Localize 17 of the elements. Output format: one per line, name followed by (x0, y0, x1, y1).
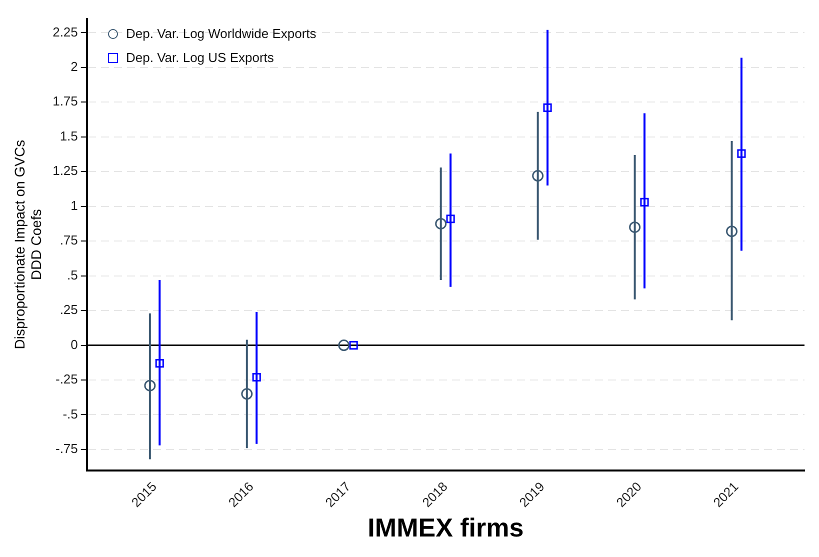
y-tick-label: 2.25 (52, 24, 78, 40)
y-tick-label: 1.5 (60, 128, 78, 144)
legend-label: Dep. Var. Log US Exports (126, 49, 274, 67)
y-tick-label: .75 (60, 232, 78, 248)
y-tick-label: .25 (60, 302, 78, 318)
y-tick-label: -.5 (62, 406, 78, 422)
y-axis-title: Disproportionate Impact on GVCs DDD Coefs (11, 140, 44, 350)
y-tick-label: 2 (70, 59, 78, 74)
y-tick-label: 0 (70, 336, 78, 352)
y-tick-label: 1.75 (52, 94, 78, 109)
y-tick-label: -.75 (55, 441, 78, 456)
y-tick-label: 1.25 (52, 163, 78, 178)
x-axis-title: IMMEX firms (368, 512, 524, 543)
y-tick-label: -.25 (55, 372, 78, 387)
legend-label: Dep. Var. Log Worldwide Exports (126, 25, 316, 43)
y-tick-label: 1 (70, 198, 78, 213)
y-tick-label: .5 (67, 267, 78, 282)
